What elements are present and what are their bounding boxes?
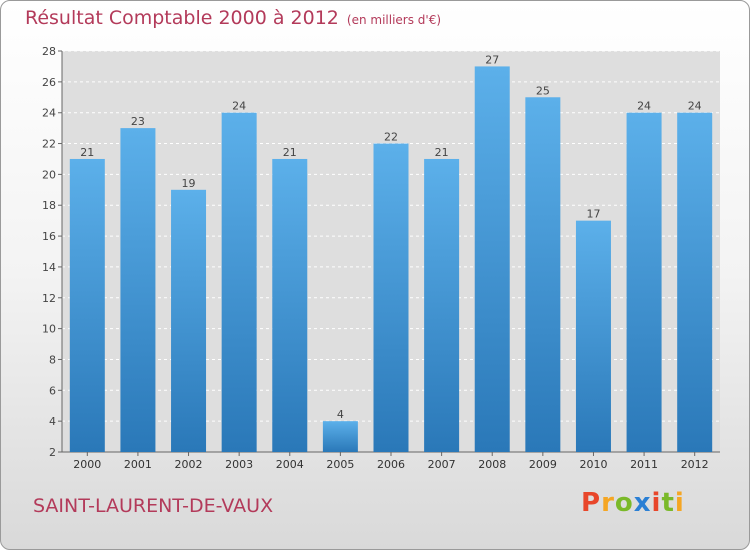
bar (272, 158, 308, 452)
x-tick-label: 2003 (225, 458, 253, 471)
data-label: 24 (232, 100, 246, 113)
y-tick-label: 22 (42, 138, 56, 151)
y-tick-label: 14 (42, 261, 56, 274)
x-tick-label: 2008 (478, 458, 506, 471)
x-tick-label: 2005 (326, 458, 354, 471)
bar (626, 112, 662, 452)
data-label: 21 (80, 146, 94, 159)
data-label: 19 (182, 177, 196, 190)
bar-chart: 2468101214161820222426282120002320011920… (42, 45, 720, 471)
x-tick-label: 2011 (630, 458, 658, 471)
y-tick-label: 24 (42, 107, 56, 120)
logo-letter: i (674, 488, 685, 518)
y-tick-label: 16 (42, 230, 56, 243)
x-tick-label: 2006 (377, 458, 405, 471)
bar (677, 112, 713, 452)
x-tick-label: 2004 (276, 458, 304, 471)
data-label: 22 (384, 131, 398, 144)
y-tick-label: 6 (49, 384, 56, 397)
bar (373, 143, 409, 453)
chart-subtitle: (en milliers d'€) (346, 13, 442, 27)
x-tick-label: 2012 (681, 458, 709, 471)
y-tick-label: 10 (42, 323, 56, 336)
logo-letter: o (614, 488, 634, 518)
bar (474, 66, 510, 452)
proxiti-logo: Proxiti (581, 488, 685, 518)
y-tick-label: 12 (42, 292, 56, 305)
bar (171, 189, 207, 453)
y-tick-label: 20 (42, 168, 56, 181)
logo-letter: t (661, 488, 675, 518)
data-label: 24 (688, 100, 702, 113)
data-label: 25 (536, 84, 550, 97)
y-tick-label: 18 (42, 199, 56, 212)
y-tick-label: 8 (49, 353, 56, 366)
bar (221, 112, 257, 452)
data-label: 27 (485, 53, 499, 66)
logo-letter: x (633, 488, 652, 518)
data-label: 21 (283, 146, 297, 159)
x-tick-label: 2001 (124, 458, 152, 471)
data-label: 17 (586, 208, 600, 221)
commune-name: SAINT-LAURENT-DE-VAUX (33, 495, 274, 517)
x-tick-label: 2010 (579, 458, 607, 471)
y-tick-label: 26 (42, 76, 56, 89)
bar (424, 158, 460, 452)
bar (120, 128, 156, 452)
data-label: 4 (337, 408, 344, 421)
data-label: 21 (435, 146, 449, 159)
bar (575, 220, 611, 452)
x-tick-label: 2007 (428, 458, 456, 471)
x-tick-label: 2009 (529, 458, 557, 471)
y-tick-label: 28 (42, 45, 56, 58)
data-label: 24 (637, 100, 651, 113)
x-tick-label: 2002 (175, 458, 203, 471)
y-tick-label: 2 (49, 446, 56, 459)
bar (69, 158, 105, 452)
bar (322, 421, 358, 452)
logo-letter: i (651, 488, 662, 518)
x-tick-label: 2000 (73, 458, 101, 471)
logo-letter: P (581, 488, 602, 518)
chart-title: Résultat Comptable 2000 à 2012 (en millie… (25, 7, 442, 29)
y-tick-label: 4 (49, 415, 56, 428)
bar (525, 97, 561, 453)
data-label: 23 (131, 115, 145, 128)
logo-letter: r (601, 488, 615, 518)
